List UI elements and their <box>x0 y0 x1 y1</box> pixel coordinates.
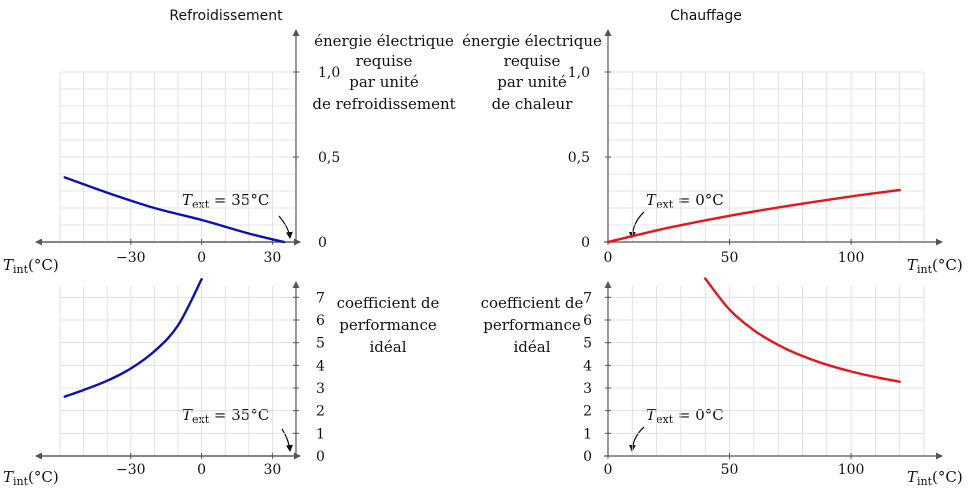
y-axis-label-line: par unité <box>349 73 419 91</box>
x-tick-label: 50 <box>721 250 739 266</box>
y-tick-label: 0 <box>583 449 592 465</box>
y-axis-label-line: coefficient de <box>337 294 440 312</box>
x-tick-label: 0 <box>197 462 206 478</box>
x-tick-label: −30 <box>116 462 146 478</box>
x-tick-label: 0 <box>604 462 613 478</box>
y-axis-label-line: idéal <box>369 338 406 356</box>
y-axis-label-line: performance <box>339 316 437 334</box>
y-tick-label: 2 <box>316 404 325 420</box>
chart-title: Refroidissement <box>169 8 283 24</box>
annotation-arrow <box>278 215 293 239</box>
y-tick-label: 0 <box>316 449 325 465</box>
y-tick-label: 1 <box>316 426 325 442</box>
annotation-arrow <box>628 426 645 452</box>
y-tick-label: 5 <box>583 336 592 352</box>
x-tick-label: 30 <box>263 462 281 478</box>
y-tick-label: 5 <box>316 336 325 352</box>
chart-2: −30 0 30 0 1 2 3 4 5 6 7 <box>35 278 325 478</box>
x-tick-label: 0 <box>604 250 613 266</box>
y-tick-label: 4 <box>583 358 592 374</box>
annotation: Text = 35°C <box>182 406 269 426</box>
y-axis-label-line: requise <box>356 52 413 70</box>
chart-3: 0 50 100 0 1 2 3 4 5 6 7 <box>583 277 943 478</box>
x-axis-label: Tint(°C) <box>3 468 59 488</box>
y-axis-label-line: coefficient de <box>481 294 584 312</box>
y-axis-label: coefficient de performance idéal <box>337 294 440 356</box>
series-line <box>63 278 203 398</box>
y-tick-label: 0,5 <box>318 150 340 166</box>
y-tick-label: 4 <box>316 358 325 374</box>
y-axis-label: énergie électrique requise par unité de … <box>312 32 455 113</box>
panel-heating-energy: Chauffage énergie électrique requise par… <box>462 8 963 276</box>
series-line <box>704 277 901 383</box>
x-tick-label: 50 <box>721 462 739 478</box>
y-tick-label: 6 <box>583 313 592 329</box>
y-tick-label: 2 <box>583 404 592 420</box>
x-axis-label: Tint(°C) <box>907 256 963 276</box>
y-tick-label: 1 <box>583 426 592 442</box>
y-axis-label-line: performance <box>483 316 581 334</box>
y-axis-label-line: requise <box>504 52 561 70</box>
y-tick-label: 3 <box>583 381 592 397</box>
x-tick-label: −30 <box>116 250 146 266</box>
annotation-arrow <box>281 428 293 452</box>
y-tick-label: 1,0 <box>568 65 590 81</box>
y-tick-label: 7 <box>316 290 325 306</box>
x-tick-label: 100 <box>838 250 865 266</box>
y-axis-label: énergie électrique requise par unité de … <box>462 32 602 113</box>
y-tick-label: 0 <box>581 235 590 251</box>
y-tick-label: 7 <box>583 290 592 306</box>
x-tick-label: 100 <box>838 462 865 478</box>
y-axis-label: coefficient de performance idéal <box>481 294 584 356</box>
x-axis-label: Tint(°C) <box>3 256 59 276</box>
panel-cooling-energy: Refroidissement énergie électrique requi… <box>3 8 456 276</box>
y-axis-label-line: de chaleur <box>492 95 574 113</box>
x-tick-label: 30 <box>263 250 281 266</box>
x-axis-label: Tint(°C) <box>907 468 963 488</box>
y-axis-label-line: de refroidissement <box>312 95 455 113</box>
chart-1: 0 50 100 0 0,5 1,0 <box>568 29 943 266</box>
x-tick-label: 0 <box>197 250 206 266</box>
panel-heating-cop: coefficient de performance idéal Tint(°C… <box>481 294 963 488</box>
y-axis-label-line: idéal <box>513 338 550 356</box>
series-line <box>63 176 286 244</box>
y-tick-label: 0,5 <box>568 150 590 166</box>
y-tick-label: 1,0 <box>318 65 340 81</box>
y-axis-label-line: énergie électrique <box>314 32 454 50</box>
panel-cooling-cop: coefficient de performance idéal Tint(°C… <box>3 294 440 488</box>
chart-title: Chauffage <box>670 8 742 24</box>
chart-0: −30 0 30 0 0,5 1,0 <box>35 29 340 266</box>
series-line <box>606 188 901 244</box>
y-axis-label-line: énergie électrique <box>462 32 602 50</box>
y-tick-label: 6 <box>316 313 325 329</box>
y-axis-label-line: par unité <box>497 73 567 91</box>
annotation: Text = 0°C <box>646 406 724 426</box>
annotation: Text = 0°C <box>646 191 724 211</box>
y-tick-label: 3 <box>316 381 325 397</box>
y-tick-label: 0 <box>318 235 327 251</box>
